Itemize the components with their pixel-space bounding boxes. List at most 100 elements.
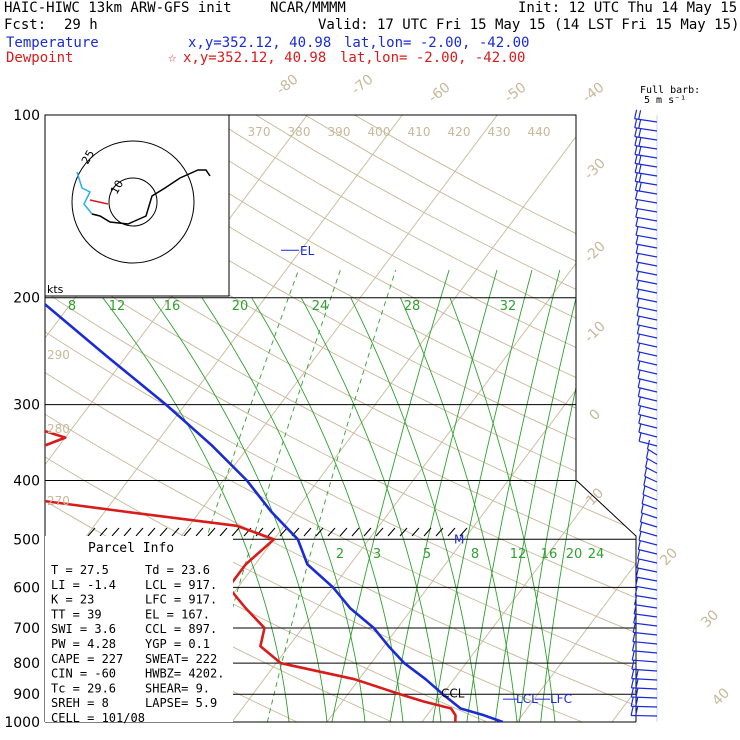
wind-barb <box>640 503 658 519</box>
barb-staff <box>638 440 658 447</box>
barb-flag <box>638 154 642 165</box>
parcel-row-right: LAPSE= 5.9 <box>145 696 217 710</box>
barb-flag <box>634 172 638 182</box>
barb-flag <box>638 531 642 541</box>
barb-staff <box>631 687 658 690</box>
isotherm-label: 20 <box>657 545 681 569</box>
theta-label: 440 <box>528 125 551 139</box>
barb-staff <box>631 678 658 681</box>
isotherm-label: -80 <box>274 72 302 99</box>
hatch-mark <box>267 527 276 537</box>
barb-staff <box>642 493 658 501</box>
barb-staff <box>636 279 658 285</box>
barb-staff <box>644 475 658 483</box>
theta-label: 390 <box>328 125 351 139</box>
parcel-row-left: Tc = 29.6 <box>51 681 116 695</box>
barb-staff <box>633 631 658 636</box>
dry-adiabat-line <box>45 115 636 722</box>
wind-barb <box>634 127 658 141</box>
hodograph-outer-ring <box>71 140 195 264</box>
barb-staff <box>637 351 658 357</box>
barb-staff <box>638 404 658 411</box>
wind-barb <box>636 279 658 294</box>
parcel-row-left: CAPE = 227 <box>51 652 123 666</box>
barb-staff <box>636 270 658 276</box>
theta-label: 290 <box>47 348 70 362</box>
barb-staff <box>632 650 658 654</box>
barb-staff <box>638 395 658 402</box>
barb-staff <box>631 705 658 708</box>
hodograph-low-layer <box>76 171 93 215</box>
hatch-mark <box>351 527 360 537</box>
isotherm-line <box>707 115 740 722</box>
isotherm-line <box>516 115 636 722</box>
wind-barb <box>636 297 658 312</box>
parcel-row-right: EL = 167. <box>145 607 210 621</box>
mixing-ratio-label: 28 <box>404 299 421 314</box>
parcel-row-right: SHEAR= 9. <box>145 681 210 695</box>
isotherm-label: 0 <box>586 406 604 424</box>
barb-flag <box>635 567 639 578</box>
barb-flag <box>637 351 641 361</box>
init-time: Init: 12 UTC Thu 14 May 15 <box>518 0 738 16</box>
barb-flag <box>634 154 638 164</box>
barb-staff <box>638 548 658 555</box>
hatch-mark <box>411 527 420 537</box>
barb-staff <box>634 118 658 123</box>
barb-flag <box>630 678 634 688</box>
isotherm-line <box>421 115 636 722</box>
isotherm-label: -30 <box>581 155 608 182</box>
barb-flag <box>638 110 642 120</box>
dry-adiabat-line <box>45 115 636 722</box>
barb-legend-line2: 5 m s⁻¹ <box>644 95 687 106</box>
barb-flag <box>644 467 648 477</box>
wind-barb <box>638 414 658 429</box>
barb-flag <box>638 137 642 147</box>
barb-staff <box>635 162 658 168</box>
melting-level-label: M <box>454 532 464 546</box>
moist-adiabat-line <box>300 297 442 722</box>
hatch-mark <box>255 527 264 537</box>
barb-flag <box>631 660 635 670</box>
barb-staff <box>636 567 658 573</box>
isotherm-label: 40 <box>709 685 733 709</box>
parcel-row-right: LFC = 917. <box>145 593 217 607</box>
barb-staff <box>637 369 658 375</box>
barb-flag <box>637 549 641 559</box>
mixing-ratio-label: 5 <box>423 547 431 562</box>
barb-flag <box>634 145 638 155</box>
barb-staff <box>636 288 658 294</box>
temperature-trace <box>45 115 504 722</box>
theta-label: 270 <box>47 494 70 508</box>
pressure-label-900: 900 <box>13 687 40 703</box>
hodograph-mid-layer <box>89 199 109 205</box>
dry-adiabat-line <box>45 115 636 722</box>
wind-barb <box>636 333 658 348</box>
wind-barb <box>634 181 658 195</box>
barb-staff <box>632 659 658 663</box>
wind-barb <box>637 396 658 411</box>
organization: NCAR/MMMM <box>270 0 346 16</box>
barb-staff <box>635 216 658 222</box>
barb-staff <box>636 252 658 258</box>
wind-barb <box>635 567 658 582</box>
mixing-ratio-label: 2 <box>336 547 344 562</box>
barb-flag <box>635 678 639 689</box>
barb-flag <box>641 494 645 504</box>
barb-flag <box>638 128 642 138</box>
barb-flag <box>635 261 640 272</box>
wind-barb <box>635 243 658 258</box>
barb-staff <box>635 171 658 177</box>
mixing-ratio-label: 16 <box>541 547 558 562</box>
barb-staff <box>635 234 658 240</box>
barb-staff <box>636 297 658 303</box>
wind-barb <box>638 423 658 438</box>
wind-barb <box>635 208 658 222</box>
wind-barb <box>633 613 658 627</box>
hatch-mark <box>447 527 456 537</box>
hatch-mark <box>459 527 468 537</box>
wind-barb <box>637 351 658 366</box>
hatch-mark <box>435 527 444 537</box>
hatch-mark <box>183 527 192 537</box>
parcel-row-right: Td = 23.6 <box>145 563 210 577</box>
